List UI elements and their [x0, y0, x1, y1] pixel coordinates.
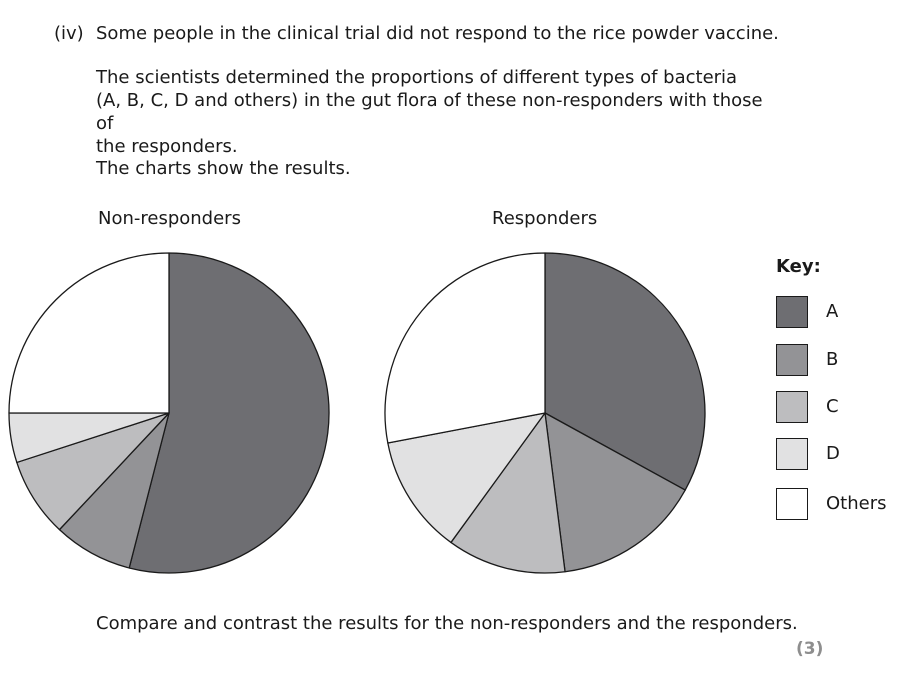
pie-slice-a [128, 252, 330, 574]
pie-slice-c [450, 412, 566, 574]
paragraph-line: the responders. [96, 136, 238, 157]
key-swatch-d [776, 438, 808, 470]
charts-intro: The charts show the results. [96, 158, 351, 179]
paragraph-line: (A, B, C, D and others) in the gut flora… [96, 90, 763, 134]
pie-slice-others [8, 252, 170, 414]
question-prompt: Compare and contrast the results for the… [96, 613, 798, 634]
key-label-b: B [826, 349, 839, 370]
key-label: Key: [776, 256, 821, 277]
question-number: (iv) [54, 23, 84, 44]
key-label-c: C [826, 396, 839, 417]
pie-slice-others [384, 252, 546, 444]
key-swatch-c [776, 391, 808, 423]
non-responders-pie [8, 252, 330, 574]
key-label-others: Others [826, 493, 887, 514]
key-swatch-a [776, 296, 808, 328]
pie-slice-d [387, 412, 546, 544]
pie-slice-b [544, 412, 686, 573]
responders-chart-title: Responders [492, 208, 598, 229]
key-swatch-others [776, 488, 808, 520]
key-label-d: D [826, 443, 840, 464]
pie-slice-a [544, 252, 706, 491]
question-text: Some people in the clinical trial did no… [96, 23, 779, 44]
paragraph-line: The scientists determined the proportion… [96, 67, 738, 88]
key-swatch-b [776, 344, 808, 376]
marks-label: (3) [796, 639, 824, 659]
key-label-a: A [826, 301, 839, 322]
question-paragraph: The scientists determined the proportion… [96, 66, 776, 158]
responders-pie [384, 252, 706, 574]
non-responders-chart-title: Non-responders [98, 208, 241, 229]
